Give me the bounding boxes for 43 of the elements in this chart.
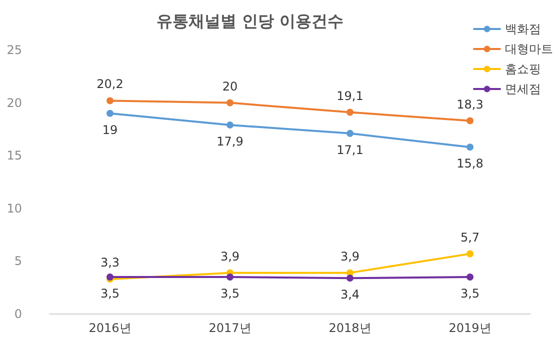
data-label: 5,7 [460, 230, 480, 244]
data-label: 18,3 [456, 97, 484, 112]
y-tick-label: 0 [14, 307, 22, 321]
data-label: 20 [222, 79, 238, 94]
data-label: 3,5 [460, 286, 480, 301]
data-label: 19 [102, 122, 118, 137]
point [106, 97, 114, 104]
y-tick-label: 25 [6, 43, 22, 57]
point [226, 274, 234, 281]
x-tick-label: 2016년 [88, 321, 132, 335]
y-tick-label: 20 [6, 96, 22, 110]
data-label: 3,5 [220, 286, 240, 301]
point [346, 130, 354, 137]
y-tick-label: 10 [6, 201, 22, 216]
data-label: 17,9 [216, 134, 244, 148]
x-tick-label: 2018년 [328, 321, 372, 335]
point [226, 121, 234, 128]
legend-label: 면세점 [505, 82, 541, 96]
point [346, 108, 354, 116]
data-label: 3,9 [220, 249, 240, 264]
x-tick-label: 2017년 [208, 321, 252, 335]
data-label: 20,2 [96, 77, 124, 92]
data-label: 15,8 [456, 156, 484, 171]
legend-label: 백화점 [505, 22, 541, 36]
data-label: 3,9 [340, 249, 360, 264]
point [466, 117, 474, 124]
data-label: 3,5 [100, 286, 120, 301]
legend-label: 홈쇼핑 [505, 62, 541, 76]
data-label: 17,1 [336, 142, 364, 157]
point [106, 110, 114, 117]
point [466, 274, 474, 281]
legend-label: 대형마트 [505, 42, 553, 56]
y-tick-label: 15 [6, 148, 22, 163]
data-label: 3,3 [100, 256, 120, 270]
data-label: 19,1 [336, 88, 364, 103]
point [226, 99, 234, 106]
point [346, 274, 354, 282]
point [466, 144, 474, 151]
chart-title: 유통채널별 인당 이용건수 [156, 12, 344, 30]
data-label: 3,4 [340, 288, 360, 302]
y-tick-label: 5 [14, 254, 22, 268]
point [466, 250, 474, 258]
x-tick-label: 2019년 [448, 321, 492, 335]
